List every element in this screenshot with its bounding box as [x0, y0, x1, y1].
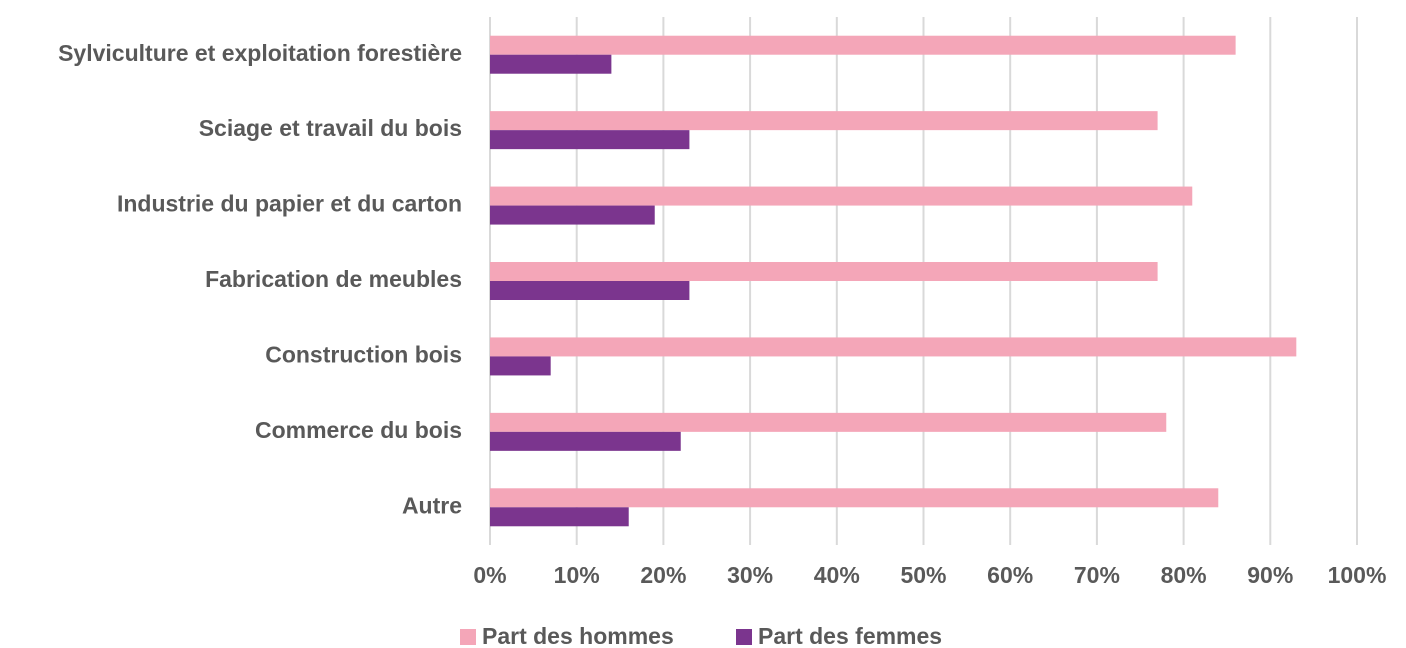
y-tick-label: Autre — [402, 492, 462, 518]
x-tick-label: 100% — [1328, 562, 1387, 588]
x-tick-label: 70% — [1074, 562, 1120, 588]
bar — [490, 54, 612, 74]
y-tick-label: Construction bois — [265, 342, 462, 368]
x-tick-label: 50% — [900, 562, 946, 588]
y-tick-label: Commerce du bois — [255, 417, 462, 443]
x-tick-label: 30% — [727, 562, 773, 588]
x-tick-label: 10% — [554, 562, 600, 588]
bar — [490, 412, 1167, 432]
bar — [490, 130, 690, 150]
x-tick-label: 60% — [987, 562, 1033, 588]
bar — [490, 507, 629, 527]
bar — [490, 205, 655, 225]
bar — [490, 431, 681, 451]
legend-swatch — [460, 629, 476, 645]
y-tick-label: Sciage et travail du bois — [199, 115, 462, 141]
x-tick-label: 90% — [1247, 562, 1293, 588]
y-tick-label: Fabrication de meubles — [205, 266, 462, 292]
x-tick-label: 0% — [473, 562, 506, 588]
bar — [490, 488, 1219, 508]
bar — [490, 186, 1193, 206]
bar — [490, 35, 1236, 55]
x-tick-label: 80% — [1161, 562, 1207, 588]
y-tick-label: Industrie du papier et du carton — [117, 191, 462, 217]
legend-label: Part des femmes — [758, 623, 942, 648]
y-tick-label: Sylviculture et exploitation forestière — [58, 40, 462, 66]
bar — [490, 337, 1297, 357]
x-tick-label: 20% — [640, 562, 686, 588]
x-tick-label: 40% — [814, 562, 860, 588]
bar — [490, 262, 1158, 281]
bar — [490, 281, 690, 300]
legend-swatch — [736, 629, 752, 645]
bar — [490, 111, 1158, 131]
legend-label: Part des hommes — [482, 623, 674, 648]
bar — [490, 356, 551, 376]
